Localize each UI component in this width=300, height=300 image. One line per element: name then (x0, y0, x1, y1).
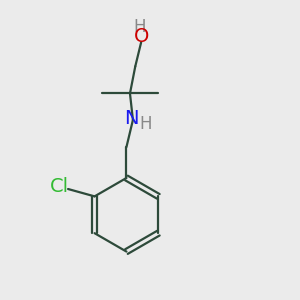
Text: Cl: Cl (50, 177, 69, 196)
Text: O: O (134, 27, 149, 46)
Text: H: H (139, 116, 152, 134)
Text: H: H (134, 18, 146, 36)
Text: N: N (124, 109, 139, 128)
